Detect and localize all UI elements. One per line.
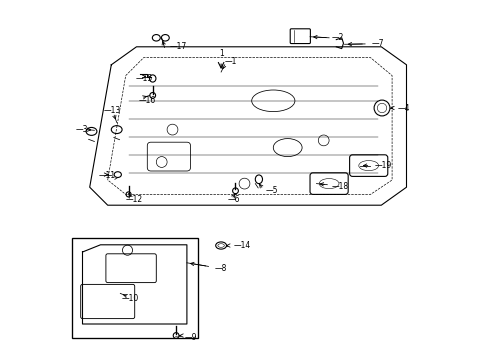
Text: —6: —6 [227, 195, 239, 204]
Text: —7: —7 [370, 40, 383, 49]
Text: —12: —12 [125, 195, 142, 204]
Text: —18: —18 [331, 182, 348, 191]
Text: —14: —14 [233, 241, 250, 250]
Text: 1: 1 [218, 49, 223, 58]
Text: —16: —16 [138, 96, 155, 105]
Text: —10: —10 [122, 294, 139, 302]
Text: —9: —9 [185, 333, 197, 342]
Text: —8: —8 [214, 264, 226, 273]
Text: —13: —13 [103, 107, 121, 116]
Text: —15: —15 [135, 74, 152, 83]
Text: —19: —19 [374, 161, 391, 170]
Text: —2: —2 [331, 33, 343, 42]
Text: —5: —5 [265, 186, 277, 195]
Text: —4: —4 [396, 104, 409, 113]
Text: —11: —11 [99, 171, 116, 180]
Text: —17: —17 [169, 42, 186, 51]
Text: —3: —3 [75, 125, 88, 134]
Text: —1: —1 [224, 57, 237, 66]
